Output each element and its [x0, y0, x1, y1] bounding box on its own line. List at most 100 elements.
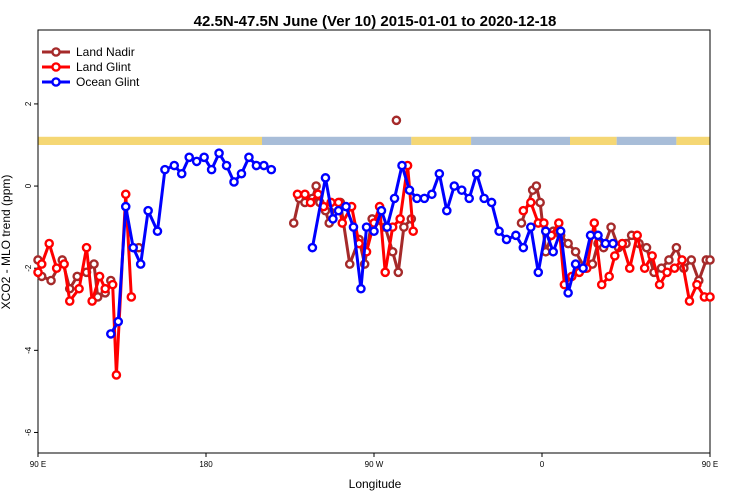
data-point — [152, 226, 163, 237]
data-point — [305, 197, 316, 208]
data-point — [89, 259, 99, 269]
x-tick-label: 90 W — [365, 460, 384, 469]
data-point — [382, 222, 392, 232]
data-point — [46, 275, 56, 286]
data-point — [341, 201, 351, 212]
data-point — [356, 283, 366, 294]
data-point — [107, 279, 118, 290]
data-point — [664, 255, 674, 265]
data-point — [100, 283, 110, 294]
data-point — [251, 160, 262, 171]
data-point — [320, 173, 331, 183]
data-point — [662, 267, 672, 278]
data-point — [610, 251, 620, 261]
data-point — [199, 152, 209, 163]
data-point — [128, 242, 138, 253]
data-point — [494, 226, 504, 237]
data-point — [33, 267, 43, 278]
data-point — [563, 238, 573, 249]
series-1 — [33, 160, 715, 380]
series-line-segment — [385, 196, 397, 229]
series-line-segment — [529, 225, 540, 274]
data-point — [539, 218, 549, 228]
data-point — [404, 185, 415, 195]
data-point — [300, 189, 310, 200]
data-point — [143, 205, 153, 216]
y-tick-label: -6 — [24, 428, 33, 436]
x-tick-label: 90 E — [30, 460, 46, 469]
data-point — [348, 222, 359, 232]
data-point — [395, 214, 405, 224]
data-point — [292, 189, 303, 200]
series-line-segment — [536, 229, 548, 274]
data-point — [169, 160, 180, 171]
y-tick-label: 2 — [24, 101, 33, 106]
y-tick-label: -2 — [24, 264, 33, 272]
data-point — [36, 259, 47, 269]
data-point — [548, 246, 559, 257]
data-point — [160, 164, 170, 175]
series-2 — [106, 148, 618, 339]
series-line-segment — [155, 168, 167, 233]
data-point — [344, 259, 355, 269]
data-point — [516, 218, 527, 228]
data-point — [464, 193, 475, 204]
legend-label: Land Nadir — [76, 45, 135, 59]
series-line-segment — [323, 176, 335, 221]
legend-marker — [51, 62, 61, 72]
data-point — [94, 271, 105, 282]
series-line-segment — [62, 262, 72, 303]
data-point — [206, 164, 217, 175]
data-point — [604, 271, 615, 282]
data-point — [120, 189, 131, 200]
data-point — [533, 267, 544, 278]
x-tick-label: 180 — [199, 460, 213, 469]
data-point — [333, 205, 344, 216]
data-point — [589, 218, 600, 228]
data-point — [419, 193, 430, 204]
data-point — [376, 205, 387, 216]
series-line-segment — [628, 233, 639, 270]
data-point — [64, 296, 75, 306]
data-point — [684, 296, 695, 306]
data-point — [59, 259, 69, 269]
data-point — [81, 242, 92, 253]
data-point — [479, 193, 489, 204]
data-point — [647, 251, 657, 261]
data-point — [380, 267, 391, 278]
data-point — [214, 148, 224, 159]
data-point — [328, 214, 338, 224]
data-point — [113, 316, 124, 327]
series-line-segment — [383, 225, 395, 274]
bar-segment-ocean — [616, 136, 677, 145]
x-axis-label: Longitude — [349, 477, 402, 491]
bar-segment-ocean — [471, 136, 570, 145]
bar-segment-land — [570, 136, 617, 145]
data-point — [449, 181, 460, 191]
series-line-segment — [585, 221, 596, 270]
data-point — [361, 222, 372, 232]
series-line-segment — [116, 205, 128, 324]
data-point — [526, 197, 536, 208]
data-point — [288, 218, 299, 228]
series-line-segment — [396, 225, 406, 274]
bar-segment-land — [411, 136, 472, 145]
data-point — [456, 185, 467, 195]
data-point — [585, 230, 596, 241]
legend-label: Land Glint — [76, 60, 131, 74]
data-point — [606, 222, 616, 232]
data-point — [641, 242, 652, 253]
data-point — [333, 197, 344, 208]
data-point — [266, 164, 277, 175]
bar-segment-land — [38, 136, 262, 145]
data-point — [511, 230, 521, 241]
y-tick-label: 0 — [24, 183, 33, 188]
series-line-segment — [310, 176, 327, 250]
data-point — [427, 189, 437, 200]
data-point — [337, 218, 348, 228]
data-point — [441, 205, 452, 216]
data-point — [600, 238, 611, 249]
data-point — [120, 201, 131, 212]
